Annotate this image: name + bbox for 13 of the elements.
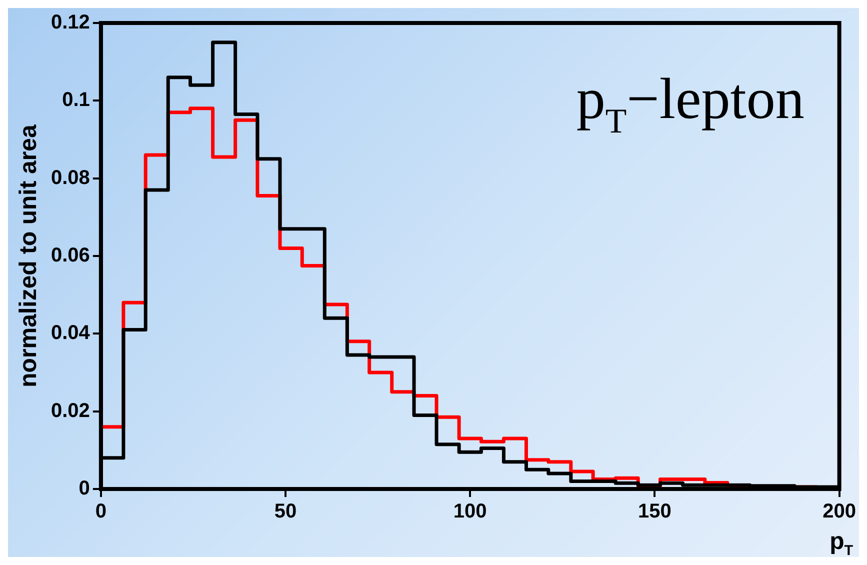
x-tick-label: 200 xyxy=(822,500,856,523)
y-tick-label: 0.08 xyxy=(50,166,90,189)
y-tick-label: 0.02 xyxy=(50,400,90,422)
x-tick-label: 50 xyxy=(274,500,297,523)
y-axis-title: normalized to unit area xyxy=(15,124,42,388)
x-tick-label: 0 xyxy=(95,500,106,523)
y-tick-label: 0.12 xyxy=(50,12,90,34)
y-tick-label: 0 xyxy=(78,478,90,500)
x-tick-label: 100 xyxy=(453,500,487,523)
x-tick-label: 150 xyxy=(638,500,672,523)
y-tick-label: 0.04 xyxy=(50,322,91,344)
y-tick-label: 0.06 xyxy=(50,244,90,267)
y-tick-label: 0.1 xyxy=(62,89,90,112)
